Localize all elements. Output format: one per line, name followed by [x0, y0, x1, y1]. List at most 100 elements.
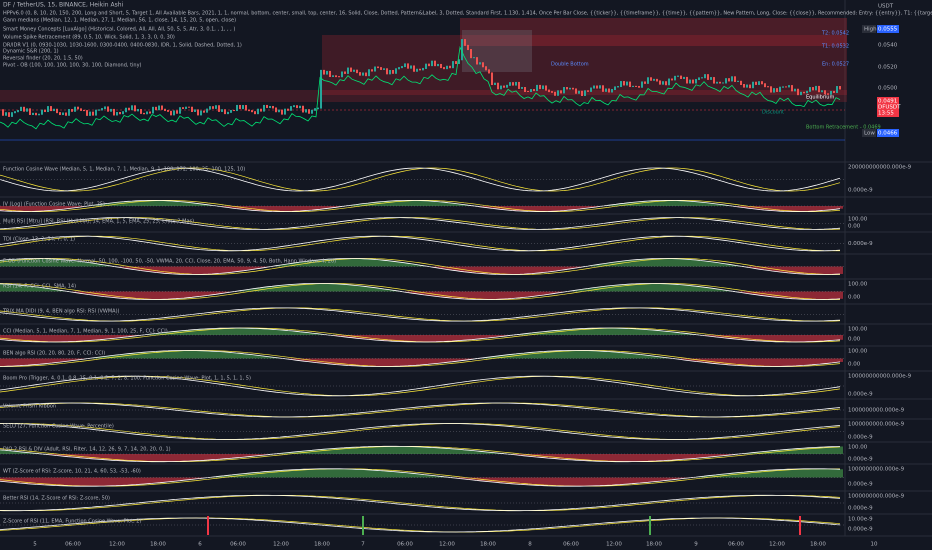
candle: [62, 112, 64, 116]
histogram: [627, 328, 630, 335]
histogram: [831, 266, 834, 275]
histogram: [825, 446, 828, 454]
pane-legend: Multi RSI [Mtru] (RSI, RSI (Hull MA), 14…: [3, 219, 194, 225]
candle: [368, 69, 370, 77]
histogram: [564, 329, 567, 335]
histogram: [354, 204, 357, 206]
histogram: [375, 287, 378, 292]
histogram: [753, 452, 756, 454]
histogram: [822, 358, 825, 364]
histogram: [828, 335, 831, 341]
histogram: [57, 477, 60, 486]
histogram: [711, 475, 714, 478]
histogram: [408, 291, 411, 293]
histogram: [147, 291, 150, 300]
histogram: [159, 266, 162, 273]
histogram: [183, 201, 186, 206]
histogram: [789, 358, 792, 367]
histogram: [399, 200, 402, 206]
histogram: [282, 470, 285, 478]
histogram: [582, 206, 585, 209]
histogram: [102, 264, 105, 267]
histogram: [717, 204, 720, 206]
histogram: [483, 206, 486, 208]
histogram: [636, 201, 639, 206]
candle: [470, 49, 472, 59]
pane-axis-label: 1000000000.000e-9: [848, 494, 905, 500]
candle: [206, 108, 208, 113]
histogram: [183, 454, 186, 462]
histogram: [18, 258, 21, 267]
histogram: [324, 468, 327, 478]
histogram: [24, 335, 27, 342]
histogram: [828, 358, 831, 364]
candle: [614, 86, 616, 91]
pane-legend: Function Cosine Wave (Median, 5, 1, Medi…: [3, 167, 245, 173]
candle: [395, 68, 397, 74]
oscillator: [0, 167, 841, 192]
candle: [773, 88, 775, 93]
histogram: [279, 206, 282, 212]
histogram: [567, 477, 570, 487]
histogram: [489, 206, 492, 208]
histogram: [30, 286, 33, 292]
histogram: [69, 260, 72, 267]
histogram: [309, 283, 312, 292]
histogram: [303, 358, 306, 362]
histogram: [477, 266, 480, 274]
histogram: [576, 454, 579, 461]
histogram: [744, 335, 747, 340]
histogram: [624, 352, 627, 359]
histogram: [300, 469, 303, 478]
histogram: [153, 454, 156, 462]
histogram: [234, 328, 237, 335]
candle: [560, 90, 562, 94]
histogram: [690, 358, 693, 361]
histogram: [180, 477, 183, 481]
histogram: [642, 354, 645, 359]
histogram: [507, 206, 510, 211]
histogram: [111, 291, 114, 298]
histogram: [330, 358, 333, 365]
histogram: [189, 454, 192, 462]
histogram: [51, 358, 54, 364]
candle: [398, 67, 400, 70]
histogram: [270, 356, 273, 359]
candle: [251, 110, 253, 113]
candle: [272, 105, 274, 109]
histogram: [12, 284, 15, 292]
histogram: [69, 206, 72, 209]
histogram: [168, 454, 171, 462]
histogram: [444, 358, 447, 363]
candle: [179, 107, 181, 114]
pattern-label: Double Bottom: [551, 62, 589, 68]
oscillator: [0, 283, 841, 300]
histogram: [252, 454, 255, 457]
pane-axis-label: 1000000000.000e-9: [848, 408, 905, 414]
histogram: [96, 454, 99, 460]
histogram: [312, 450, 315, 454]
candle: [473, 57, 475, 59]
candle: [137, 109, 139, 112]
histogram: [33, 206, 36, 212]
candle: [566, 87, 568, 90]
histogram: [432, 291, 435, 296]
histogram: [471, 335, 474, 340]
histogram: [561, 454, 564, 460]
histogram: [45, 288, 48, 292]
histogram: [789, 449, 792, 454]
symbol-title: DF / TetherUS, 15, BINANCE, Heikin Ashi: [3, 2, 124, 9]
histogram: [282, 264, 285, 267]
histogram: [234, 454, 237, 458]
histogram: [279, 265, 282, 267]
histogram: [450, 358, 453, 363]
histogram: [162, 351, 165, 359]
candle: [716, 81, 718, 84]
histogram: [255, 206, 258, 211]
histogram: [492, 335, 495, 338]
histogram: [753, 358, 756, 367]
pane-axis-label: 0.000e-9: [848, 482, 873, 488]
histogram: [441, 291, 444, 298]
histogram: [555, 350, 558, 359]
histogram: [291, 358, 294, 360]
